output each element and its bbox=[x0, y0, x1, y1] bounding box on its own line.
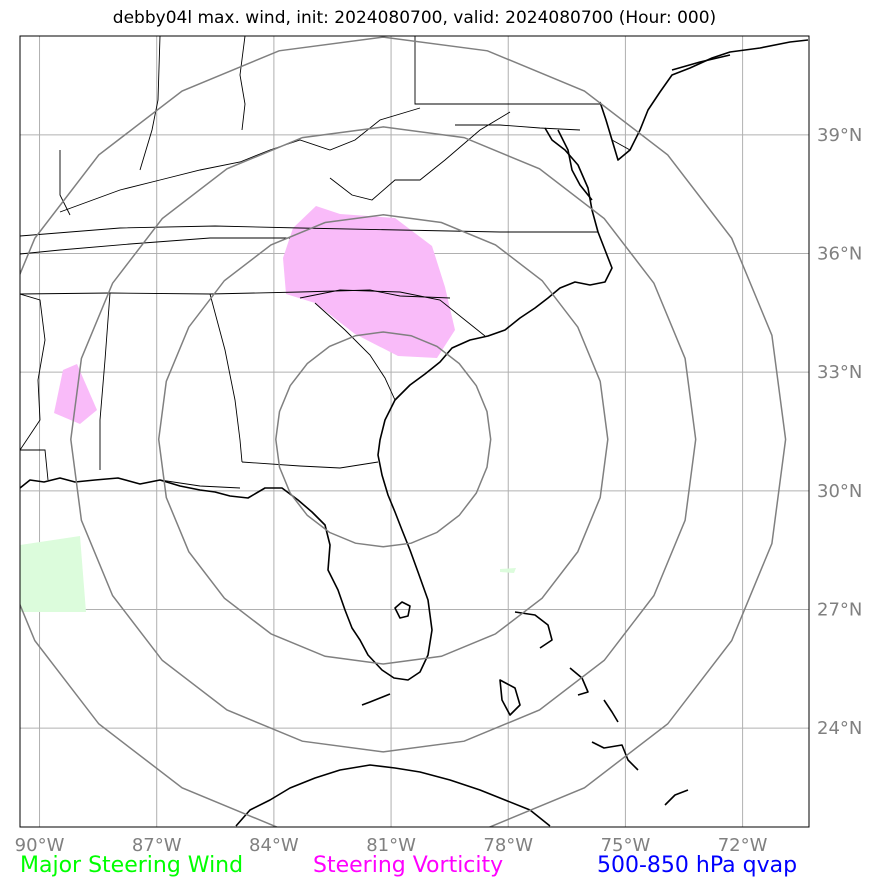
range-ring bbox=[157, 214, 609, 665]
border-ga-fl bbox=[241, 461, 379, 469]
border-ky-oh bbox=[59, 107, 421, 213]
range-ring bbox=[70, 126, 697, 753]
state-borders bbox=[20, 36, 631, 489]
vorticity-area-carolinas bbox=[283, 206, 455, 358]
border-ga-sc bbox=[314, 302, 396, 401]
coastlines bbox=[20, 39, 809, 827]
coastline-cuba bbox=[235, 764, 551, 827]
wind-area-gulf bbox=[20, 536, 86, 612]
border-ms-al bbox=[99, 292, 111, 470]
lon-tick-label: 84°W bbox=[249, 835, 299, 856]
range-ring bbox=[275, 331, 492, 548]
border-pa-md bbox=[455, 124, 581, 131]
coastline-long-island bbox=[671, 54, 731, 71]
coastline-lake-okeechobee bbox=[394, 601, 411, 619]
coastline-hispaniola-edge bbox=[664, 789, 689, 806]
lon-tick-label: 75°W bbox=[601, 835, 651, 856]
border-ms-la bbox=[20, 449, 49, 481]
lon-tick-label: 72°W bbox=[718, 835, 768, 856]
vorticity-area-gulf-coast bbox=[54, 364, 97, 424]
border-ny-pa bbox=[414, 36, 600, 105]
range-ring bbox=[20, 36, 787, 827]
border-ar-ms bbox=[20, 293, 46, 451]
legend-qvap: 500-850 hPa qvap bbox=[597, 853, 798, 878]
lon-tick-label: 78°W bbox=[483, 835, 533, 856]
coastline-chesapeake bbox=[557, 129, 593, 201]
lon-tick-label: 81°W bbox=[366, 835, 416, 856]
border-ohio-river bbox=[239, 36, 246, 131]
border-al-ga bbox=[209, 293, 243, 463]
wind-area-atlantic bbox=[500, 568, 516, 573]
border-sc-nc bbox=[299, 289, 486, 337]
coastline-bahamas-2 bbox=[514, 611, 553, 649]
map-title: debby04l max. wind, init: 2024080700, va… bbox=[112, 8, 717, 28]
border-va-nc bbox=[20, 225, 598, 237]
coastline-bahamas-3 bbox=[569, 667, 589, 696]
steering-vorticity-field bbox=[54, 206, 455, 424]
lat-tick-label: 36°N bbox=[817, 244, 862, 265]
lon-tick-labels: 90°W 87°W 84°W 81°W 78°W 75°W 72°W bbox=[15, 835, 768, 856]
lat-tick-label: 39°N bbox=[817, 125, 862, 146]
steering-wind-field bbox=[20, 536, 516, 612]
lat-tick-label: 33°N bbox=[817, 362, 862, 383]
coastline-east-coast bbox=[20, 127, 613, 681]
coastline-bahamas-1 bbox=[499, 679, 521, 716]
coastline-bahamas-4 bbox=[603, 699, 619, 723]
gridlines bbox=[20, 36, 809, 827]
lat-tick-label: 24°N bbox=[817, 718, 862, 739]
border-wv-va bbox=[329, 111, 511, 201]
coastline-keys bbox=[361, 693, 391, 706]
lat-tick-label: 27°N bbox=[817, 599, 862, 620]
map-frame bbox=[19, 35, 810, 828]
border-nj bbox=[611, 139, 631, 151]
coastline-bahamas-5 bbox=[591, 741, 639, 771]
border-fl-al bbox=[159, 479, 241, 489]
border-ky-tn bbox=[20, 237, 290, 255]
lon-tick-label: 90°W bbox=[15, 835, 65, 856]
legend-steering-vorticity: Steering Vorticity bbox=[313, 853, 504, 878]
border-in-il bbox=[139, 36, 161, 171]
lon-tick-label: 87°W bbox=[132, 835, 182, 856]
border-il-ky bbox=[59, 150, 71, 216]
coastline-northeast bbox=[599, 39, 809, 161]
lat-tick-label: 30°N bbox=[817, 481, 862, 502]
legend-major-steering-wind: Major Steering Wind bbox=[20, 853, 244, 878]
range-rings bbox=[20, 36, 787, 827]
lat-tick-labels: 39°N 36°N 33°N 30°N 27°N 24°N bbox=[817, 125, 862, 739]
